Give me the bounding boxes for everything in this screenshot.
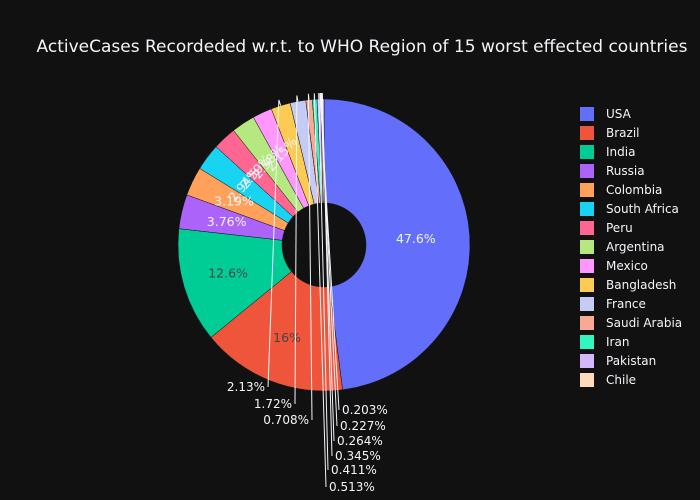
- legend-item-mexico[interactable]: Mexico: [580, 259, 648, 273]
- legend-label: Argentina: [606, 240, 665, 254]
- legend-item-argentina[interactable]: Argentina: [580, 240, 665, 254]
- legend-item-south-africa[interactable]: South Africa: [580, 202, 679, 216]
- legend-item-brazil[interactable]: Brazil: [580, 126, 640, 140]
- slice-usa[interactable]: [323, 98, 471, 391]
- extra-slice-label-1: 0.227%: [340, 419, 386, 433]
- slice-brazil[interactable]: [210, 271, 343, 392]
- legend-label: Russia: [606, 164, 645, 178]
- legend-swatch: [580, 202, 594, 216]
- leader-line: [294, 95, 299, 405]
- legend-swatch: [580, 335, 594, 349]
- legend-item-russia[interactable]: Russia: [580, 164, 645, 178]
- slice-label-brazil: 16%: [273, 330, 301, 345]
- slice-label-chile: 0.345%: [335, 449, 381, 463]
- legend-label: Iran: [606, 335, 629, 349]
- legend-label: Chile: [606, 373, 636, 387]
- slice-label-saudi-arabia: 0.708%: [263, 413, 309, 427]
- legend-item-saudi-arabia[interactable]: Saudi Arabia: [580, 316, 682, 330]
- legend-swatch: [580, 107, 594, 121]
- slice-label-colombia: 3.19%: [214, 193, 254, 208]
- slice-label-usa: 47.6%: [396, 231, 436, 246]
- legend-label: Brazil: [606, 126, 640, 140]
- chart-title: ActiveCases Recordeded w.r.t. to WHO Reg…: [37, 37, 688, 57]
- leader-line: [321, 92, 333, 457]
- legend-swatch: [580, 259, 594, 273]
- leader-line: [318, 93, 329, 471]
- legend-swatch: [580, 240, 594, 254]
- legend-label: India: [606, 145, 635, 159]
- slice-label-pakistan: 0.411%: [331, 463, 377, 477]
- slice-label-bangladesh: 2.13%: [227, 380, 265, 394]
- legend-swatch: [580, 297, 594, 311]
- legend-label: Peru: [606, 221, 633, 235]
- legend-label: France: [606, 297, 646, 311]
- legend-item-iran[interactable]: Iran: [580, 335, 629, 349]
- pie-slices: [177, 98, 471, 392]
- legend-item-france[interactable]: France: [580, 297, 646, 311]
- legend-item-bangladesh[interactable]: Bangladesh: [580, 278, 676, 292]
- legend-item-chile[interactable]: Chile: [580, 373, 636, 387]
- slice-label-india: 12.6%: [208, 265, 248, 280]
- legend-item-pakistan[interactable]: Pakistan: [580, 354, 656, 368]
- legend-swatch: [580, 164, 594, 178]
- extra-slice-label-2: 0.203%: [342, 403, 388, 417]
- legend-swatch: [580, 354, 594, 368]
- leader-line: [321, 93, 335, 442]
- legend-swatch: [580, 221, 594, 235]
- legend-item-usa[interactable]: USA: [580, 107, 632, 121]
- legend-label: South Africa: [606, 202, 679, 216]
- slice-label-iran: 0.513%: [329, 480, 375, 494]
- legend: USA Brazil India Russia Colombia South Africa…: [580, 107, 682, 387]
- slice-label-france: 1.72%: [254, 397, 292, 411]
- leader-line: [307, 93, 313, 421]
- legend-item-india[interactable]: India: [580, 145, 635, 159]
- legend-swatch: [580, 145, 594, 159]
- legend-swatch: [580, 316, 594, 330]
- leader-line: [319, 93, 340, 411]
- extra-slice-label-0: 0.264%: [337, 434, 383, 448]
- slice-india[interactable]: [177, 228, 292, 338]
- leader-line: [267, 99, 282, 388]
- legend-swatch: [580, 278, 594, 292]
- legend-label: Saudi Arabia: [606, 316, 682, 330]
- legend-label: Pakistan: [606, 354, 656, 368]
- legend-swatch: [580, 373, 594, 387]
- leader-line: [320, 93, 338, 427]
- legend-label: Bangladesh: [606, 278, 676, 292]
- legend-label: Mexico: [606, 259, 648, 273]
- legend-item-peru[interactable]: Peru: [580, 221, 633, 235]
- legend-swatch: [580, 183, 594, 197]
- legend-item-colombia[interactable]: Colombia: [580, 183, 662, 197]
- legend-label: USA: [606, 107, 632, 121]
- leader-line: [313, 93, 327, 488]
- slice-label-russia: 3.76%: [207, 214, 247, 229]
- legend-swatch: [580, 126, 594, 140]
- legend-label: Colombia: [606, 183, 662, 197]
